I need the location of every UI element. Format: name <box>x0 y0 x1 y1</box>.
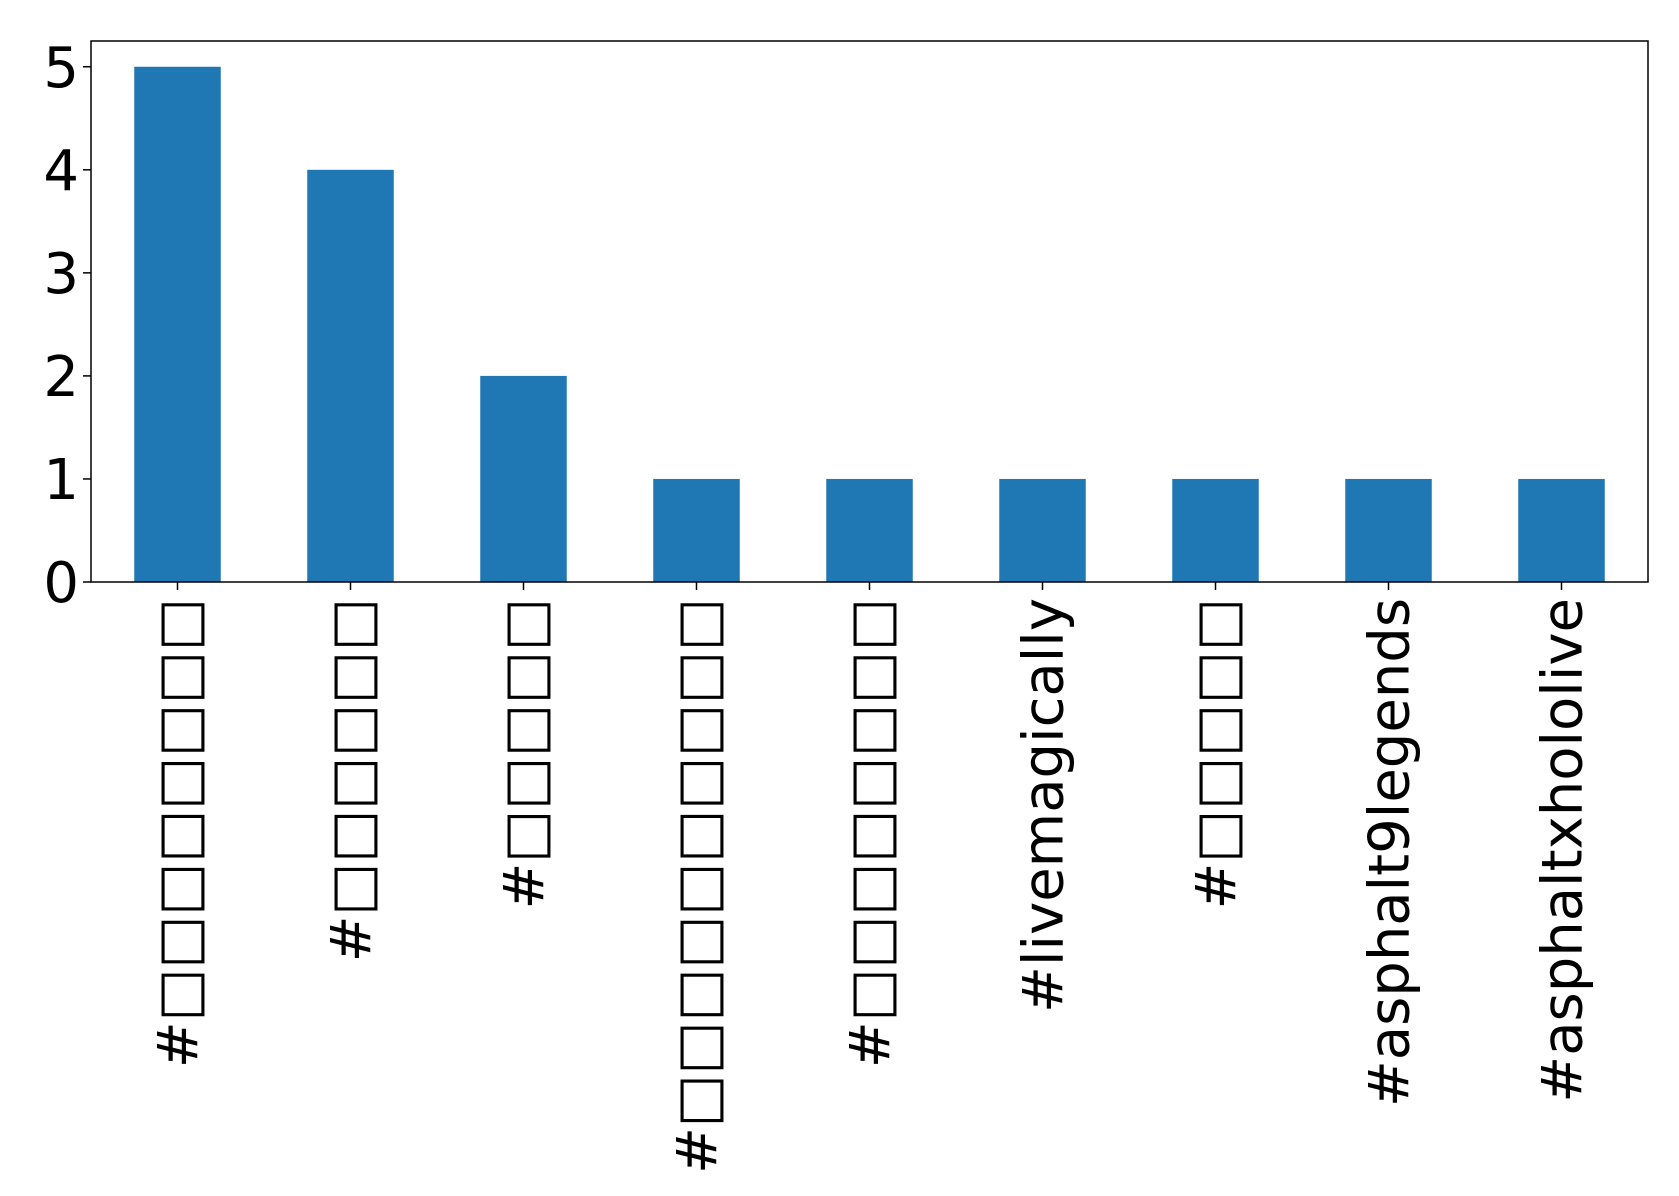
x-tick-label: #livemagically <box>1012 598 1077 1013</box>
y-tick-label: 5 <box>43 36 79 101</box>
x-tick-label: #□□□□□□□□□□ <box>666 598 731 1174</box>
y-tick-label: 4 <box>43 139 79 204</box>
bar <box>480 375 567 582</box>
bar <box>999 478 1086 582</box>
x-tick-label: #□□□□□□ <box>320 598 385 962</box>
bar <box>134 66 221 582</box>
y-tick-label: 0 <box>43 551 79 616</box>
x-tick-label: #□□□□□□□□ <box>147 598 212 1068</box>
bar <box>1172 478 1259 582</box>
x-tick-label: #□□□□□□□□ <box>839 598 904 1068</box>
x-tick-label: #asphaltxhololive <box>1531 598 1596 1103</box>
plot-frame <box>90 40 1649 583</box>
bar <box>1518 478 1605 582</box>
y-tick-label: 2 <box>43 345 79 410</box>
x-tick-label: #□□□□□ <box>1185 598 1250 909</box>
bar <box>307 169 394 583</box>
bar <box>826 478 913 582</box>
x-tick-label: #asphalt9legends <box>1358 598 1423 1107</box>
y-tick-label: 1 <box>43 448 79 513</box>
x-tick-label: #□□□□□ <box>493 598 558 909</box>
bar <box>653 478 740 582</box>
bar <box>1345 478 1432 582</box>
y-tick-label: 3 <box>43 242 79 307</box>
